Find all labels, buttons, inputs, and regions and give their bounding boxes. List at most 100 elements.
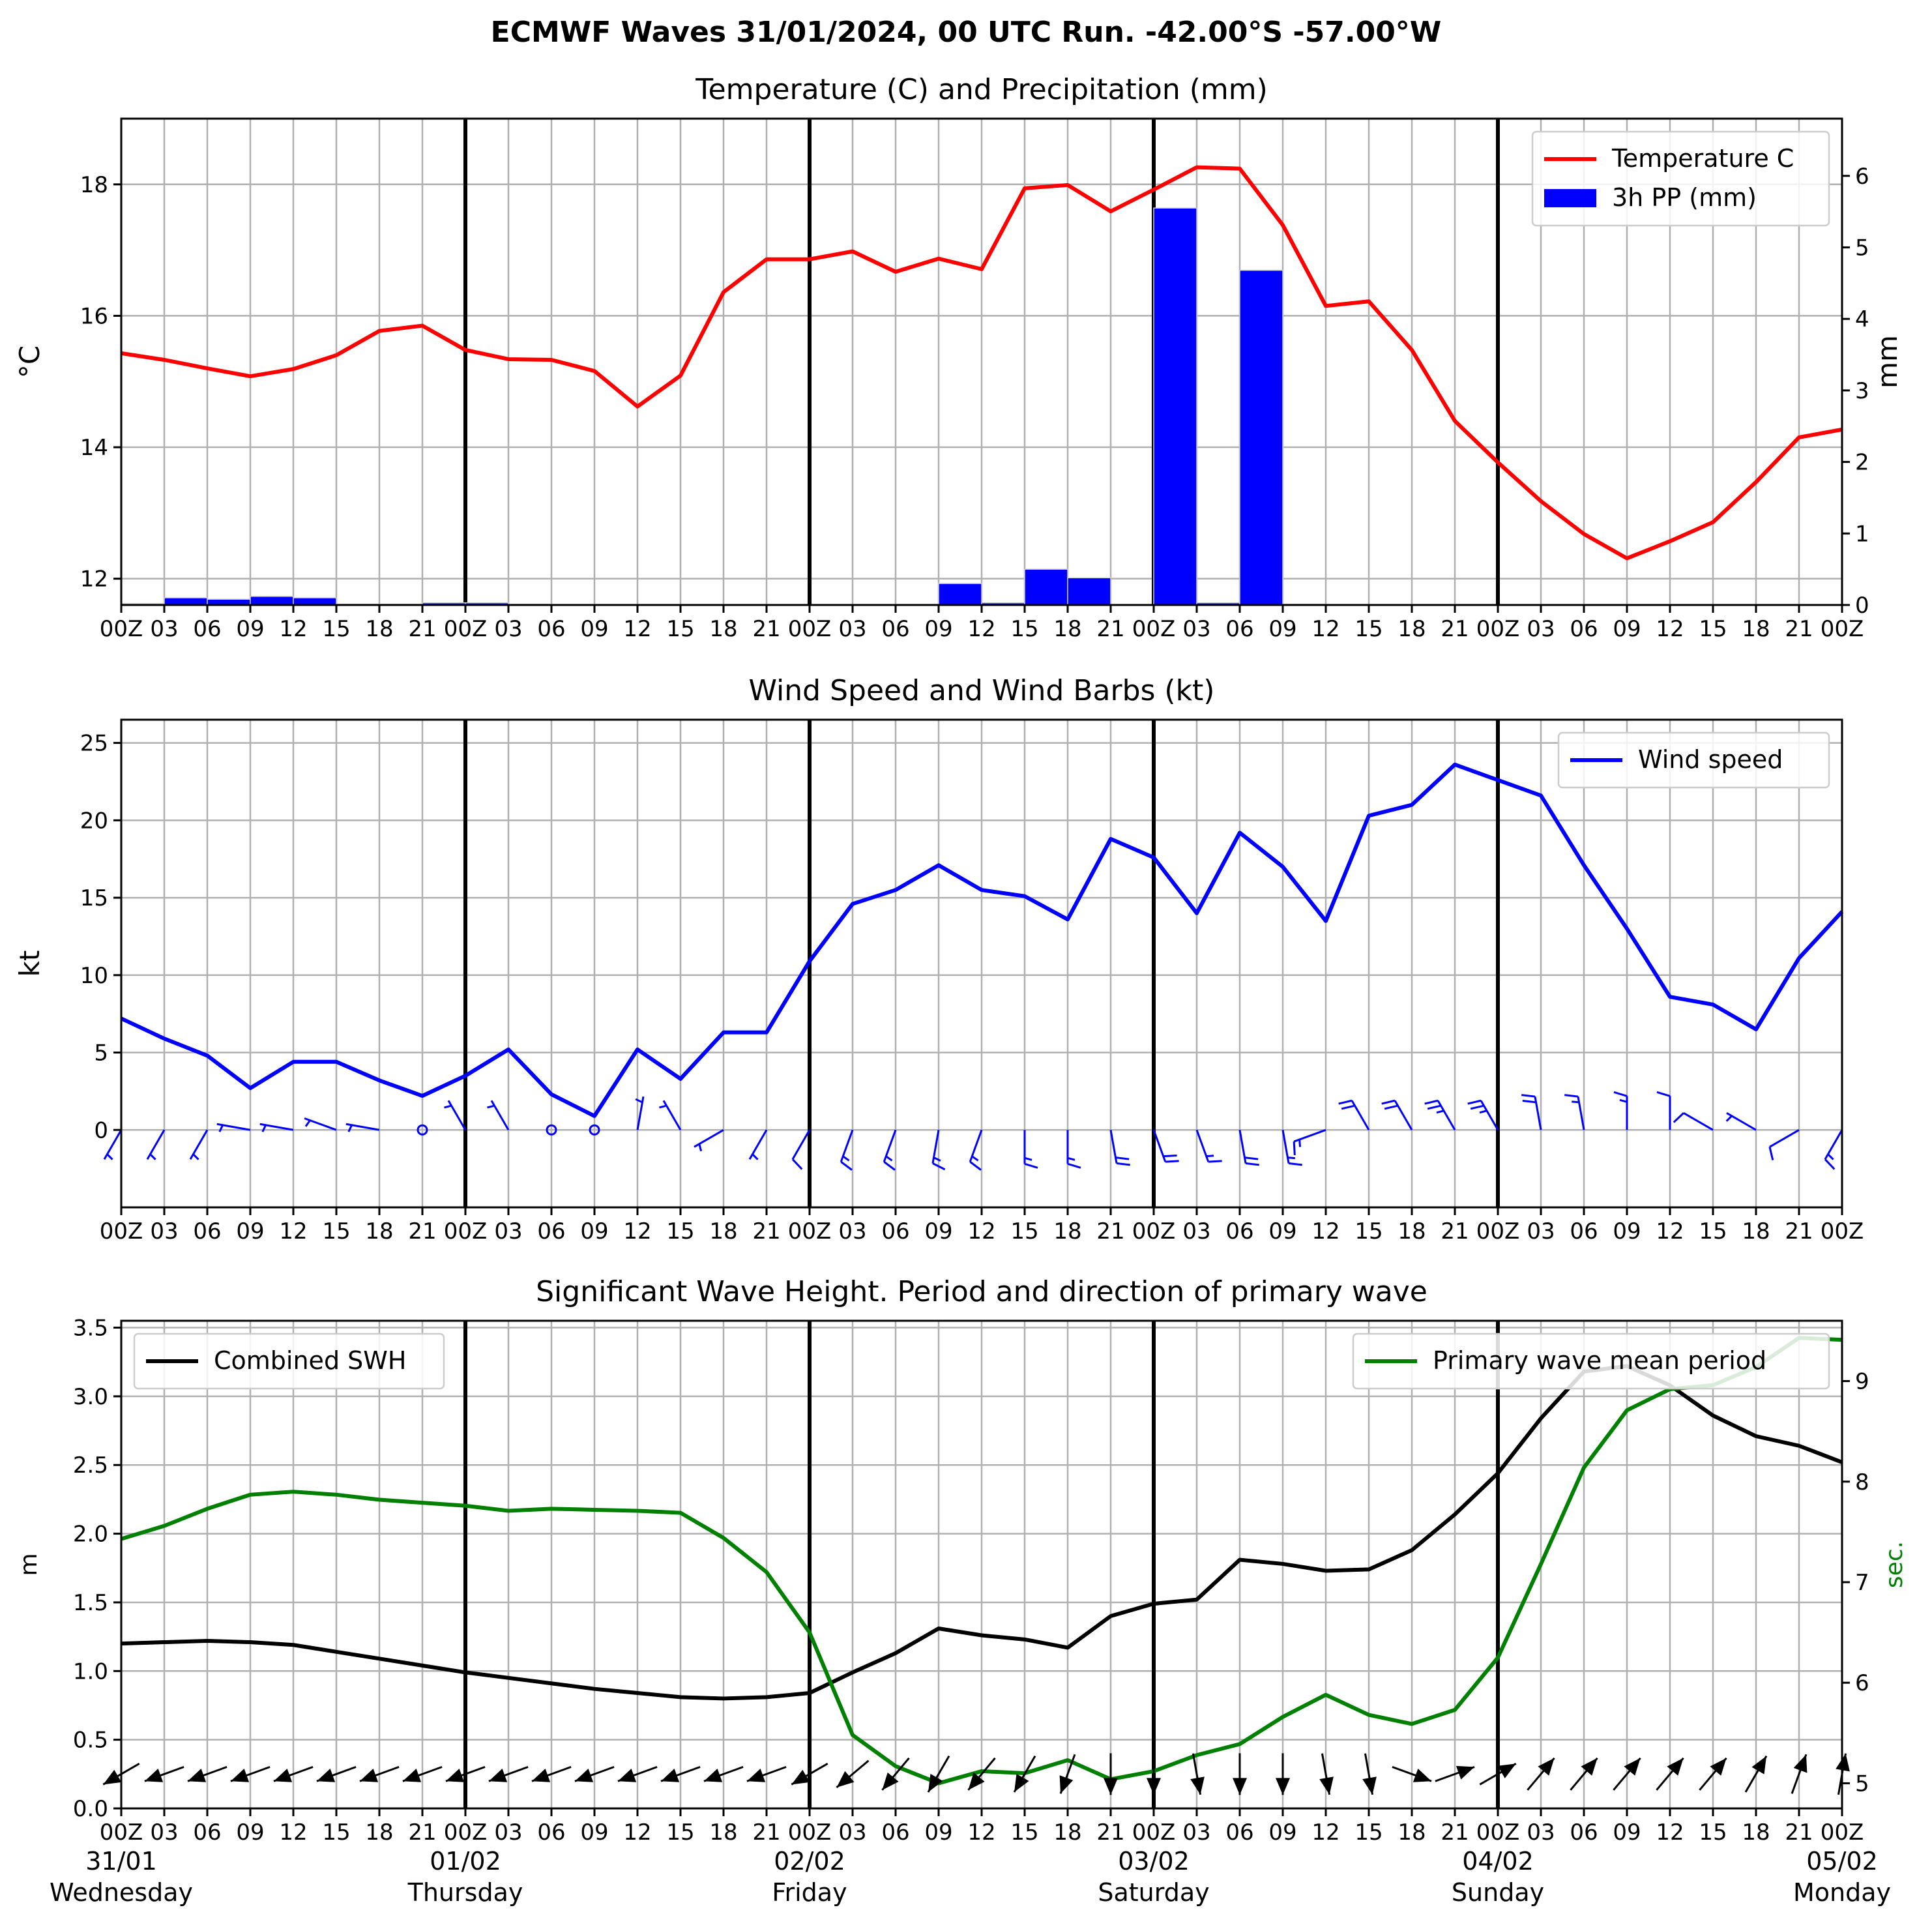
y2-tick-label: 9 — [1855, 1369, 1869, 1395]
x-tick-label: 12 — [967, 616, 995, 642]
legend-box — [133, 1333, 445, 1390]
day-weekday-label: Sunday — [1452, 1878, 1544, 1907]
wave-arrow-head — [1362, 1776, 1377, 1795]
y-tick-label: 10 — [80, 963, 108, 989]
wave-arrow-head — [882, 1772, 899, 1790]
x-tick-label: 12 — [279, 1218, 307, 1244]
wind-barb-full — [1613, 1091, 1628, 1097]
wave-direction-arrow — [1104, 1753, 1118, 1795]
wind-barb-full — [791, 1158, 803, 1170]
precip-bar — [250, 596, 294, 606]
wind-barb-full — [1288, 1162, 1302, 1166]
wind-barb — [1673, 1112, 1714, 1131]
y-tick-label: 3.0 — [73, 1384, 108, 1410]
x-tick-label: 00Z — [1821, 1218, 1864, 1244]
x-tick-label: 12 — [1656, 1218, 1684, 1244]
wave-direction-arrow — [617, 1765, 658, 1782]
y2-tick-label: 8 — [1855, 1469, 1869, 1495]
y-tick-label: 25 — [80, 731, 108, 757]
x-tick-label: 03 — [838, 616, 866, 642]
x-tick-label: 15 — [666, 1819, 694, 1846]
wind-barb — [1293, 1128, 1326, 1155]
wind-barb-half — [842, 1155, 850, 1162]
x-tick-label: 12 — [967, 1218, 995, 1244]
x-tick-label: 06 — [537, 1218, 565, 1244]
x-tick-label: 00Z — [1821, 616, 1864, 642]
wind-barb-calm — [589, 1124, 600, 1136]
precip-bar — [938, 583, 982, 606]
wave-direction-arrow — [1392, 1765, 1432, 1782]
precip-bar — [293, 597, 337, 606]
wave-direction-arrow — [230, 1765, 271, 1782]
x-tick-label: 00Z — [788, 1819, 832, 1846]
x-tick-label: 12 — [279, 616, 307, 642]
wave-direction-arrow — [1190, 1753, 1205, 1795]
x-tick-label: 12 — [623, 1819, 651, 1846]
x-tick-label: 00Z — [1132, 1819, 1176, 1846]
wind-barb-half — [752, 1153, 759, 1160]
wave-arrow-head — [1624, 1758, 1641, 1776]
wave-arrow-head — [1059, 1775, 1074, 1794]
wind-barb — [1725, 1112, 1757, 1131]
x-tick-label: 18 — [1053, 1218, 1081, 1244]
wind-barb — [931, 1130, 946, 1171]
precip-bar — [1239, 269, 1283, 606]
wave-arrow-head — [445, 1769, 465, 1782]
wind-barb-full — [883, 1160, 896, 1171]
x-tick-label: 09 — [924, 1218, 952, 1244]
wind-barb — [216, 1123, 251, 1132]
x-tick-label: 09 — [1268, 1819, 1296, 1846]
wind-barb-full — [1381, 1099, 1396, 1105]
wave-arrow-head — [791, 1769, 810, 1785]
wave-arrow-head — [273, 1769, 293, 1782]
wave-direction-arrow — [1362, 1753, 1377, 1795]
y2-tick-label: 6 — [1855, 164, 1869, 190]
day-date-label: 02/02 — [774, 1847, 845, 1876]
wind-barb-shaft — [791, 1129, 811, 1160]
x-tick-label: 00Z — [1821, 1819, 1864, 1846]
wind-barb — [304, 1117, 337, 1131]
wave-arrow-head — [1276, 1778, 1290, 1795]
x-tick-label: 12 — [1311, 1218, 1339, 1244]
wind-barb — [1238, 1130, 1259, 1166]
wave-direction-arrow — [1147, 1753, 1161, 1795]
wave-direction-arrow — [746, 1765, 787, 1782]
x-tick-label: 06 — [881, 616, 909, 642]
wave-direction-arrow — [1013, 1755, 1036, 1793]
x-tick-label: 21 — [408, 1819, 436, 1846]
wind-barb-full — [1564, 1094, 1579, 1098]
x-tick-label: 21 — [1096, 1819, 1124, 1846]
wave-arrow-head — [144, 1769, 164, 1782]
wind-barb — [694, 1128, 724, 1152]
y2-tick-label: 4 — [1855, 306, 1869, 332]
y2-tick-label: 2 — [1855, 450, 1869, 476]
x-tick-label: 18 — [1742, 1218, 1770, 1244]
x-tick-label: 03 — [1527, 1218, 1555, 1244]
x-tick-label: 03 — [1527, 616, 1555, 642]
x-tick-label: 21 — [1096, 616, 1124, 642]
wind-barb — [1564, 1094, 1585, 1130]
x-tick-label: 18 — [1398, 1819, 1426, 1846]
wind-barb — [444, 1100, 467, 1131]
x-tick-label: 15 — [1699, 1218, 1727, 1244]
x-tick-label: 21 — [1785, 616, 1813, 642]
wind-barb-half — [971, 1155, 979, 1162]
x-tick-label: 12 — [623, 616, 651, 642]
y-tick-label: 12 — [80, 567, 108, 593]
wind-barb-shaft — [1769, 1128, 1800, 1148]
wind-barb-full — [1338, 1099, 1353, 1105]
x-tick-label: 03 — [838, 1819, 866, 1846]
wave-direction-arrow — [836, 1760, 870, 1789]
wind-barb-half — [1067, 1156, 1076, 1161]
panel-3: Significant Wave Height. Period and dire… — [16, 1275, 1908, 1907]
y2-tick-label: 0 — [1855, 593, 1869, 619]
wave-direction-arrow — [1656, 1757, 1684, 1791]
wind-barb-calm — [546, 1124, 557, 1136]
x-tick-label: 09 — [1613, 1819, 1641, 1846]
x-tick-label: 12 — [623, 1218, 651, 1244]
wind-barb-half — [933, 1156, 941, 1162]
combined-swh-line — [121, 1364, 1843, 1701]
y-tick-label: 3.5 — [73, 1316, 108, 1342]
x-tick-label: 06 — [193, 1819, 221, 1846]
x-tick-label: 15 — [322, 1819, 350, 1846]
